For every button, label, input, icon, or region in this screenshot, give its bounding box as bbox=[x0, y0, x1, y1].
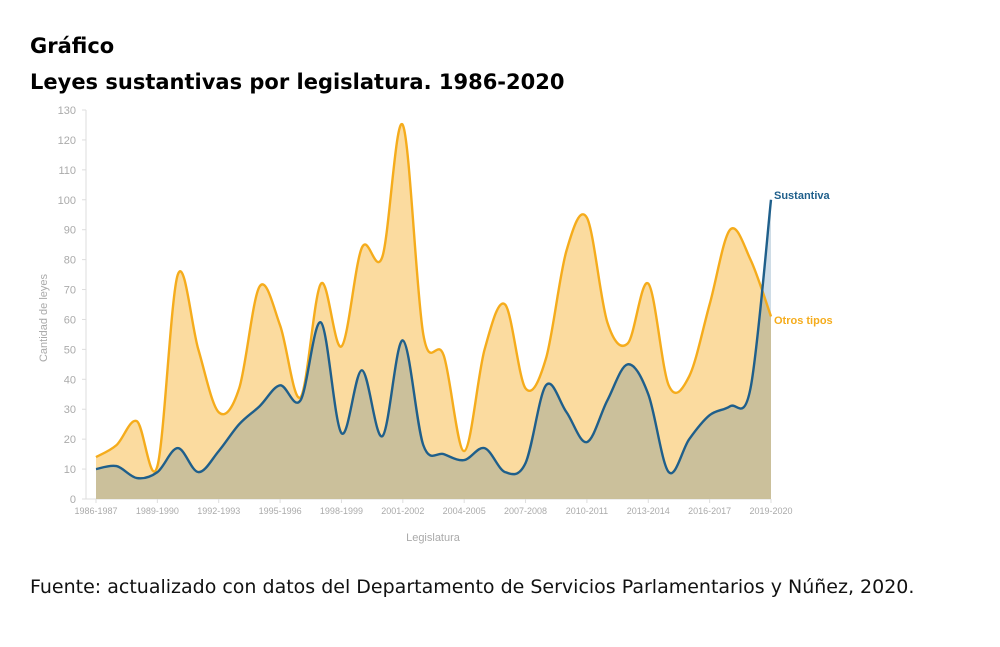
x-tick-label: 1998-1999 bbox=[320, 506, 363, 516]
x-tick-label: 2004-2005 bbox=[443, 506, 486, 516]
x-tick-label: 2019-2020 bbox=[749, 506, 792, 516]
axis-layer: 0 10 20 30 40 50 60 70 80 90 100 110 120 130 1986-1987… bbox=[58, 105, 793, 516]
x-tick-label: 2013-2014 bbox=[627, 506, 670, 516]
chart-title: Leyes sustantivas por legislatura. 1986-… bbox=[30, 70, 565, 94]
y-tick-label: 80 bbox=[64, 255, 76, 267]
y-tick-label: 120 bbox=[58, 135, 76, 147]
x-tick-label: 2010-2011 bbox=[566, 506, 608, 516]
y-tick-label: 30 bbox=[64, 404, 76, 416]
y-tick-label: 10 bbox=[64, 464, 76, 476]
x-tick-label: 1986-1987 bbox=[74, 506, 117, 516]
y-tick-label: 60 bbox=[64, 314, 76, 326]
y-tick-label: 70 bbox=[64, 285, 76, 297]
line-otros-tipos bbox=[95, 123, 773, 473]
series-label-otros-tipos: Otros tipos bbox=[774, 315, 833, 327]
y-tick-label: 100 bbox=[58, 195, 76, 207]
x-tick-label: 2001-2002 bbox=[381, 506, 424, 516]
y-tick-label: 20 bbox=[64, 434, 76, 446]
area-layer bbox=[96, 124, 771, 500]
y-axis-label: Cantidad de leyes bbox=[38, 273, 50, 362]
series-label-sustantiva: Sustantiva bbox=[774, 190, 831, 202]
area-sustantiva bbox=[96, 199, 771, 500]
line-sustantiva bbox=[95, 199, 773, 480]
y-tick-label: 0 bbox=[70, 494, 76, 506]
y-tick-label: 110 bbox=[58, 165, 76, 177]
chart-kicker: Gráfico bbox=[30, 34, 115, 58]
y-tick-label: 130 bbox=[58, 105, 76, 117]
x-tick-label: 2016-2017 bbox=[688, 506, 731, 516]
line-layer bbox=[95, 123, 773, 480]
x-tick-label: 1995-1996 bbox=[259, 506, 302, 516]
source-note: Fuente: actualizado con datos del Depart… bbox=[30, 576, 915, 598]
x-axis-label: Legislatura bbox=[406, 532, 461, 544]
y-tick-label: 90 bbox=[64, 225, 76, 237]
area-chart: 0 10 20 30 40 50 60 70 80 90 100 110 120 130 1986-1987… bbox=[38, 105, 833, 544]
x-tick-label: 1992-1993 bbox=[197, 506, 240, 516]
y-tick-label: 50 bbox=[64, 344, 76, 356]
x-tick-label: 1989-1990 bbox=[136, 506, 179, 516]
area-otros-tipos bbox=[96, 124, 771, 499]
x-tick-label: 2007-2008 bbox=[504, 506, 547, 516]
y-tick-label: 40 bbox=[64, 374, 76, 386]
